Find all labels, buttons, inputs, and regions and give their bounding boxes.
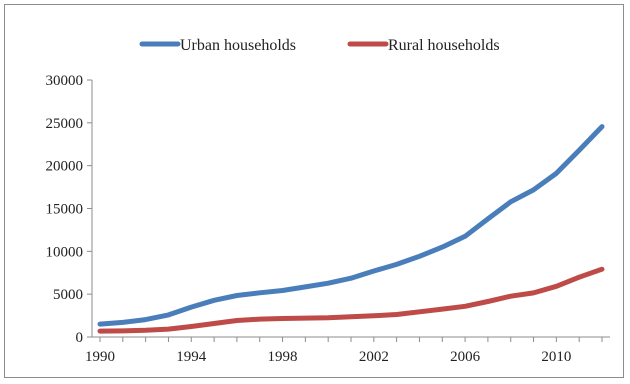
x-tick-label: 1994 xyxy=(176,349,207,365)
x-tick-label: 2006 xyxy=(450,349,481,365)
y-axis: 0 5000 10000 15000 20000 25000 30000 xyxy=(46,73,93,346)
legend-label-rural-households: Rural households xyxy=(388,37,500,54)
legend: Urban households Rural households xyxy=(139,37,500,54)
y-tick-label: 20000 xyxy=(46,159,84,175)
y-tick-label: 0 xyxy=(76,330,84,346)
x-axis: 1990 1994 1998 2002 2006 2010 xyxy=(85,336,610,365)
series-lines xyxy=(97,124,605,334)
y-tick-label: 25000 xyxy=(46,116,84,132)
y-tick-label: 10000 xyxy=(46,244,84,260)
x-tick-label: 1998 xyxy=(268,349,298,365)
rural-households-line xyxy=(97,266,605,334)
y-tick-label: 30000 xyxy=(46,73,84,89)
y-tick-label: 5000 xyxy=(53,287,83,303)
x-tick-label: 2010 xyxy=(541,349,571,365)
x-tick-label: 1990 xyxy=(85,349,115,365)
urban-households-line xyxy=(97,124,605,327)
x-tick-label: 2002 xyxy=(359,349,389,365)
y-tick-label: 15000 xyxy=(46,202,84,218)
legend-label-urban-households: Urban households xyxy=(180,37,296,54)
